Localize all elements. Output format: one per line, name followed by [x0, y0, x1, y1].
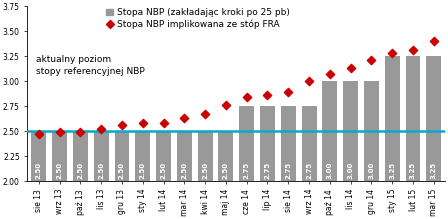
- Text: 3.00: 3.00: [327, 162, 333, 179]
- Bar: [31, 131, 46, 181]
- Text: 2.75: 2.75: [306, 162, 312, 179]
- Point: [181, 117, 188, 120]
- Text: 2.75: 2.75: [244, 162, 250, 179]
- Bar: [156, 131, 171, 181]
- Bar: [239, 106, 254, 181]
- Point: [306, 79, 313, 83]
- Point: [347, 67, 354, 70]
- Point: [139, 122, 146, 125]
- Text: 2.50: 2.50: [160, 162, 167, 179]
- Text: 2.50: 2.50: [202, 162, 208, 179]
- Bar: [94, 131, 109, 181]
- Point: [430, 39, 437, 43]
- Point: [118, 124, 125, 127]
- Point: [56, 131, 63, 134]
- Bar: [364, 81, 379, 181]
- Bar: [302, 106, 317, 181]
- Text: 2.50: 2.50: [223, 162, 229, 179]
- Point: [409, 48, 417, 52]
- Point: [77, 131, 84, 134]
- Point: [202, 113, 209, 116]
- Legend: Stopa NBP (zakładając kroki po 25 pb), Stopa NBP implikowana ze stóp FRA: Stopa NBP (zakładając kroki po 25 pb), S…: [103, 5, 293, 32]
- Text: 2.75: 2.75: [285, 162, 291, 179]
- Bar: [343, 81, 358, 181]
- Text: 2.50: 2.50: [181, 162, 187, 179]
- Bar: [198, 131, 213, 181]
- Bar: [73, 131, 88, 181]
- Bar: [135, 131, 150, 181]
- Bar: [281, 106, 296, 181]
- Bar: [52, 131, 67, 181]
- Text: 3.25: 3.25: [410, 162, 416, 179]
- Point: [284, 90, 292, 94]
- Bar: [260, 106, 275, 181]
- Text: 2.50: 2.50: [98, 162, 104, 179]
- Point: [264, 94, 271, 97]
- Bar: [219, 131, 233, 181]
- Bar: [405, 56, 421, 181]
- Text: 2.50: 2.50: [56, 162, 63, 179]
- Text: 3.00: 3.00: [348, 162, 353, 179]
- Bar: [385, 56, 400, 181]
- Point: [98, 127, 105, 131]
- Text: 3.25: 3.25: [389, 162, 395, 179]
- Text: 2.50: 2.50: [119, 162, 125, 179]
- Point: [326, 72, 333, 76]
- Point: [222, 104, 229, 107]
- Point: [388, 51, 396, 55]
- Text: 2.75: 2.75: [264, 162, 271, 179]
- Point: [243, 95, 250, 99]
- Text: 2.50: 2.50: [78, 162, 83, 179]
- Text: 3.00: 3.00: [368, 162, 375, 179]
- Point: [35, 132, 43, 136]
- Text: 2.50: 2.50: [36, 162, 42, 179]
- Bar: [177, 131, 192, 181]
- Bar: [115, 131, 129, 181]
- Point: [160, 122, 167, 125]
- Text: 2.50: 2.50: [140, 162, 146, 179]
- Bar: [426, 56, 441, 181]
- Bar: [323, 81, 337, 181]
- Text: aktualny poziom
stopy referencyjnej NBP: aktualny poziom stopy referencyjnej NBP: [36, 55, 145, 76]
- Point: [368, 58, 375, 62]
- Text: 3.25: 3.25: [431, 162, 437, 179]
